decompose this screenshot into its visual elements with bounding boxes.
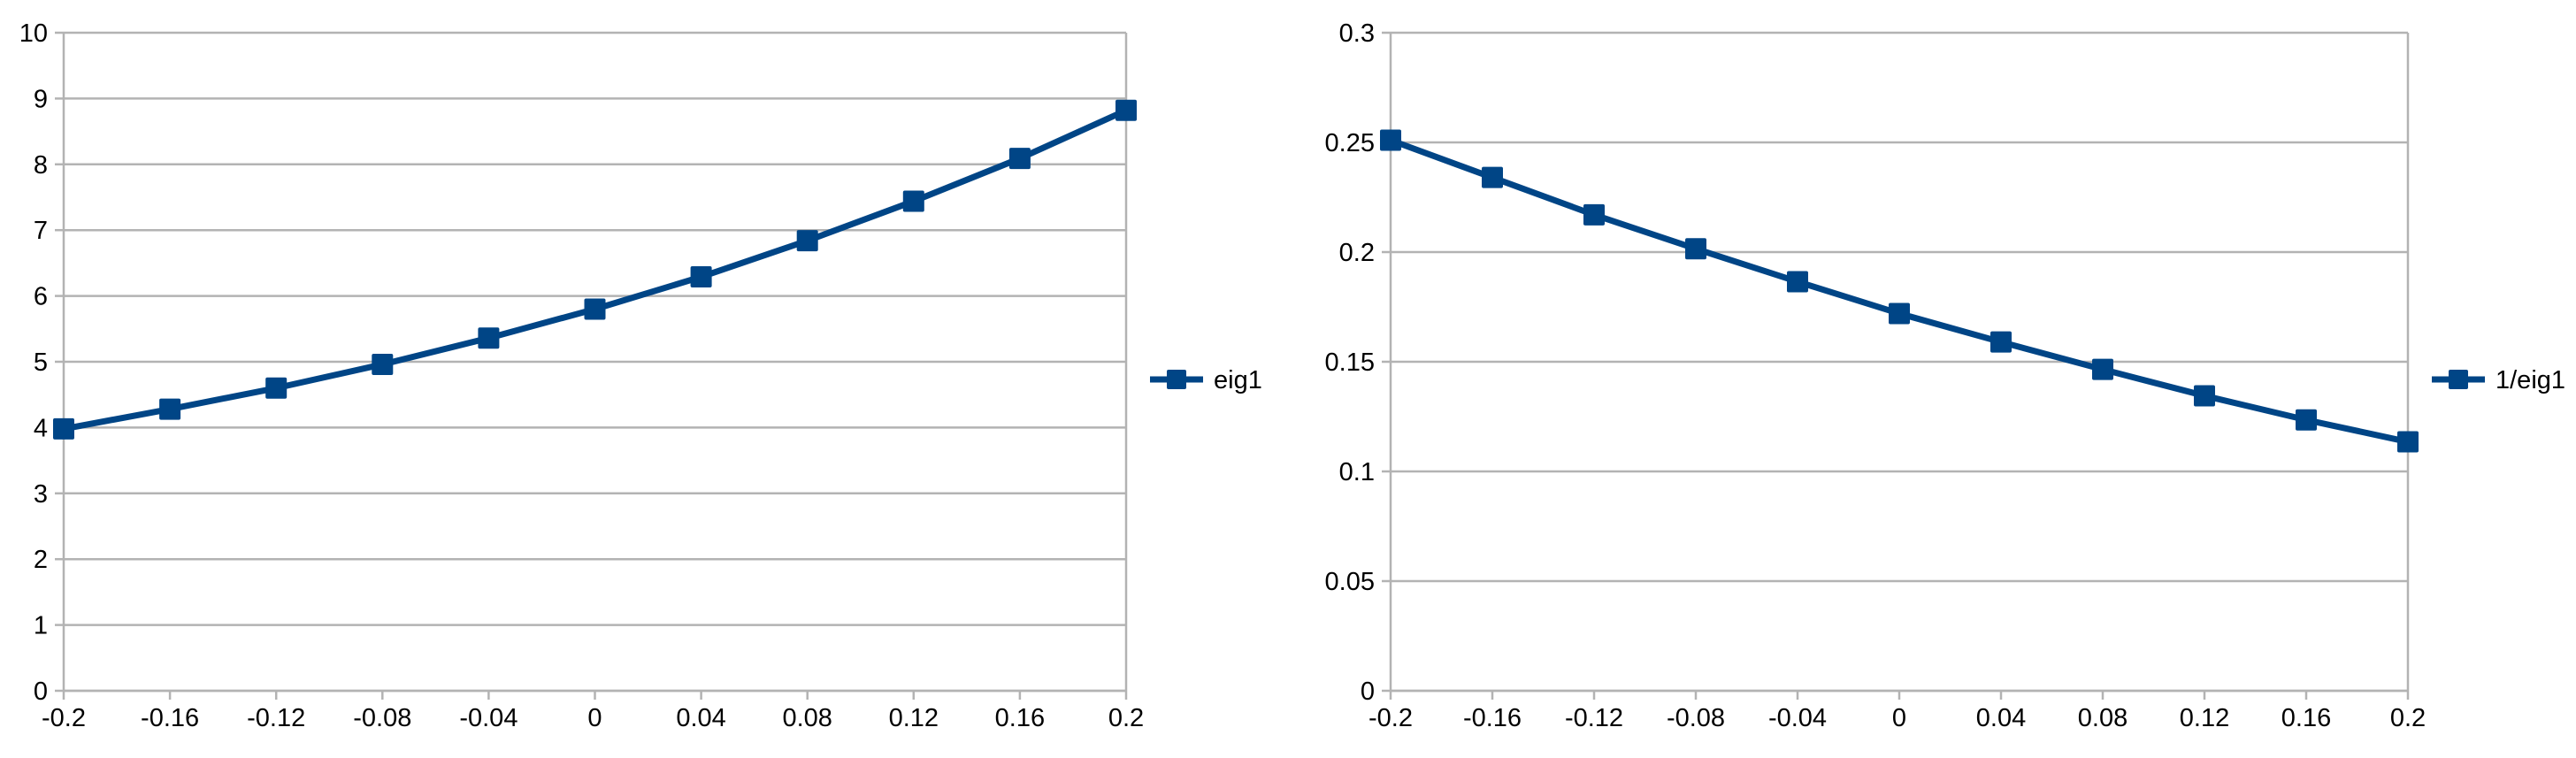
- chart1-y-tick-label: 4: [34, 414, 48, 442]
- chart1-y-tick-label: 5: [34, 348, 48, 377]
- chart2-x-tick-label: -0.2: [1368, 704, 1413, 732]
- chart2-data-point: [1889, 302, 1910, 325]
- chart1-x-tick-label: 0.16: [995, 704, 1045, 732]
- chart2-data-point: [1380, 129, 1401, 151]
- chart2-y-tick-label: 0.15: [1325, 348, 1375, 377]
- chart2-data-point: [1990, 331, 2012, 353]
- chart1-y-tick-label: 6: [34, 283, 48, 311]
- chart2-y-tick-label: 0.1: [1339, 458, 1375, 486]
- chart2-x-tick-label: 0.12: [2180, 704, 2229, 732]
- chart2-x-tick-label: -0.12: [1565, 704, 1623, 732]
- chart1-data-point: [1116, 99, 1137, 121]
- chart2-x-tick-label: 0.04: [1976, 704, 2026, 732]
- chart1-data-point: [902, 190, 924, 212]
- chart1-x-tick-label: 0: [587, 704, 602, 732]
- chart2-data-point: [1685, 238, 1706, 260]
- chart2-x-tick-label: -0.16: [1463, 704, 1522, 732]
- chart1-data-point: [796, 230, 818, 252]
- chart1-legend-marker: [1167, 370, 1186, 389]
- chart2-data-point: [1583, 203, 1605, 226]
- chart1-y-tick-label: 1: [34, 612, 48, 640]
- chart1-series-line: [60, 107, 1130, 433]
- chart1-x-tick-label: -0.08: [353, 704, 411, 732]
- chart1-y-tick-label: 9: [34, 85, 48, 113]
- chart1-x-tick-label: 0.2: [1108, 704, 1144, 732]
- chart2-x-tick-label: 0.08: [2078, 704, 2128, 732]
- chart1-data-point: [53, 417, 74, 440]
- chart1-x-tick-label: 0.08: [782, 704, 832, 732]
- chart2-x-tick-label: 0.2: [2390, 704, 2426, 732]
- chart1-data-point: [372, 353, 394, 375]
- chart1-data-point: [159, 398, 181, 420]
- chart1-x-tick-label: -0.12: [247, 704, 305, 732]
- chart2-y-tick-label: 0.05: [1325, 568, 1375, 596]
- chart1-x-tick-label: -0.16: [141, 704, 199, 732]
- chart2-data-point: [2397, 431, 2419, 453]
- chart1-y-tick-label: 2: [34, 546, 48, 574]
- chart1-x-tick-label: -0.04: [459, 704, 518, 732]
- chart2-series-line: [1387, 137, 2411, 446]
- chart1-x-tick-label: -0.2: [42, 704, 86, 732]
- chart1-y-tick-label: 0: [34, 678, 48, 706]
- chart2-data-point: [2194, 385, 2215, 407]
- chart1-x-tick-label: 0.04: [676, 704, 725, 732]
- chart1-y-tick-label: 8: [34, 151, 48, 180]
- chart2-data-point: [1787, 271, 1808, 293]
- chart1-y-tick-label: 3: [34, 480, 48, 509]
- chart1-data-point: [584, 298, 606, 320]
- chart1-data-point: [1008, 148, 1031, 170]
- chart2-x-tick-label: 0.16: [2281, 704, 2331, 732]
- chart2-data-point: [2092, 358, 2113, 380]
- chart2-x-tick-label: -0.08: [1667, 704, 1725, 732]
- chart2-y-tick-label: 0: [1361, 678, 1375, 706]
- chart2-x-tick-label: -0.04: [1768, 704, 1827, 732]
- chart2-legend-marker: [2449, 370, 2468, 389]
- chart1-y-tick-label: 10: [19, 19, 48, 48]
- chart1-data-point: [690, 266, 712, 288]
- chart1-x-tick-label: 0.12: [889, 704, 939, 732]
- chart1-data-point: [265, 377, 288, 399]
- chart2-y-tick-label: 0.2: [1339, 239, 1375, 267]
- chart2-y-tick-label: 0.3: [1339, 19, 1375, 48]
- chart2-data-point: [1482, 166, 1503, 188]
- chart2-data-point: [2296, 409, 2317, 431]
- chart1-data-point: [478, 327, 500, 349]
- chart2-legend-label: 1/eig1: [2496, 366, 2565, 394]
- chart1-legend-label: eig1: [1214, 366, 1262, 394]
- chart1-y-tick-label: 7: [34, 217, 48, 245]
- chart2-x-tick-label: 0: [1892, 704, 1906, 732]
- chart2-y-tick-label: 0.25: [1325, 129, 1375, 157]
